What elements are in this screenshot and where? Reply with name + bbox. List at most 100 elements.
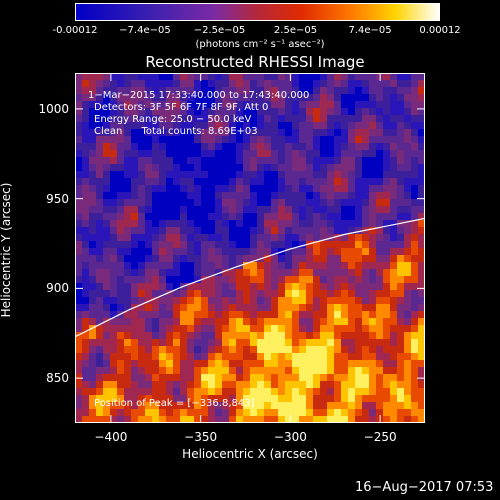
heatmap-cell xyxy=(145,192,153,200)
heatmap-cell xyxy=(75,115,83,123)
heatmap-cell xyxy=(89,360,97,368)
heatmap-cell xyxy=(355,87,363,95)
heatmap-cell xyxy=(222,332,230,340)
heatmap-cell xyxy=(299,108,307,116)
heatmap-cell xyxy=(376,220,384,228)
heatmap-cell xyxy=(201,374,209,382)
heatmap-cell xyxy=(166,374,174,382)
heatmap-cell xyxy=(285,304,293,312)
heatmap-cell xyxy=(257,108,265,116)
heatmap-cell xyxy=(117,241,125,249)
heatmap-cell xyxy=(418,262,425,270)
heatmap-cell xyxy=(285,157,293,165)
heatmap-cell xyxy=(222,318,230,326)
heatmap-cell xyxy=(404,290,412,298)
heatmap-cell xyxy=(376,80,384,88)
heatmap-cell xyxy=(82,73,90,81)
heatmap-cell xyxy=(173,199,181,207)
y-tick-label: 900 xyxy=(46,281,69,296)
heatmap-cell xyxy=(320,346,328,354)
heatmap-cell xyxy=(110,311,118,319)
heatmap-cell xyxy=(215,87,223,95)
heatmap-cell xyxy=(236,297,244,305)
heatmap-cell xyxy=(355,185,363,193)
heatmap-cell xyxy=(334,255,342,263)
heatmap-cell xyxy=(166,388,174,396)
heatmap-cell xyxy=(362,409,370,417)
heatmap-cell xyxy=(313,276,321,284)
heatmap-cell xyxy=(131,150,139,158)
heatmap-cell xyxy=(138,304,146,312)
heatmap-cell xyxy=(166,290,174,298)
heatmap-cell xyxy=(180,318,188,326)
heatmap-cell xyxy=(215,304,223,312)
heatmap-cell xyxy=(131,346,139,354)
heatmap-cell xyxy=(243,248,251,256)
heatmap-cell xyxy=(334,136,342,144)
heatmap-cell xyxy=(278,192,286,200)
heatmap-cell xyxy=(397,129,405,137)
heatmap-cell xyxy=(362,388,370,396)
heatmap-cell xyxy=(278,150,286,158)
heatmap-cell xyxy=(383,367,391,375)
heatmap-cell xyxy=(187,241,195,249)
heatmap-cell xyxy=(229,290,237,298)
heatmap-cell xyxy=(390,87,398,95)
heatmap-cell xyxy=(243,213,251,221)
heatmap-cell xyxy=(341,248,349,256)
heatmap-cell xyxy=(208,164,216,172)
heatmap-cell xyxy=(243,325,251,333)
heatmap-cell xyxy=(397,164,405,172)
heatmap-cell xyxy=(341,325,349,333)
heatmap-cell xyxy=(89,185,97,193)
heatmap-cell xyxy=(96,416,104,423)
heatmap-cell xyxy=(355,178,363,186)
heatmap-cell xyxy=(362,360,370,368)
heatmap-cell xyxy=(397,367,405,375)
heatmap-cell xyxy=(404,318,412,326)
heatmap-cell xyxy=(138,234,146,242)
heatmap-cell xyxy=(124,80,132,88)
heatmap-cell xyxy=(89,150,97,158)
heatmap-cell xyxy=(418,360,425,368)
heatmap-cell xyxy=(145,353,153,361)
heatmap-cell xyxy=(180,416,188,423)
heatmap-cell xyxy=(348,381,356,389)
heatmap-cell xyxy=(264,269,272,277)
colorbar-tick-label: −2.5e−05 xyxy=(193,25,246,36)
heatmap-cell xyxy=(285,171,293,179)
heatmap-cell xyxy=(180,213,188,221)
heatmap-cell xyxy=(313,178,321,186)
heatmap-cell xyxy=(362,178,370,186)
heatmap-cell xyxy=(355,157,363,165)
heatmap-cell xyxy=(355,129,363,137)
heatmap-cell xyxy=(236,395,244,403)
heatmap-cell xyxy=(362,150,370,158)
heatmap-cell xyxy=(250,150,258,158)
heatmap-cell xyxy=(194,332,202,340)
heatmap-cell xyxy=(341,346,349,354)
heatmap-cell xyxy=(355,381,363,389)
heatmap-cell xyxy=(348,101,356,109)
heatmap-cell xyxy=(404,73,412,81)
heatmap-cell xyxy=(348,164,356,172)
heatmap-cell xyxy=(362,325,370,333)
heatmap-cell xyxy=(278,255,286,263)
heatmap-cell xyxy=(145,220,153,228)
heatmap-cell xyxy=(117,101,125,109)
heatmap-cell xyxy=(117,304,125,312)
heatmap-cell xyxy=(390,346,398,354)
heatmap-cell xyxy=(208,388,216,396)
heatmap-cell xyxy=(194,73,202,81)
heatmap-cell xyxy=(215,381,223,389)
heatmap-cell xyxy=(187,255,195,263)
heatmap-cell xyxy=(110,346,118,354)
heatmap-cell xyxy=(271,262,279,270)
heatmap-cell xyxy=(397,262,405,270)
heatmap-cell xyxy=(334,143,342,151)
heatmap-cell xyxy=(278,395,286,403)
heatmap-cell xyxy=(145,311,153,319)
heatmap-cell xyxy=(117,234,125,242)
heatmap-cell xyxy=(166,171,174,179)
heatmap-cell xyxy=(320,325,328,333)
